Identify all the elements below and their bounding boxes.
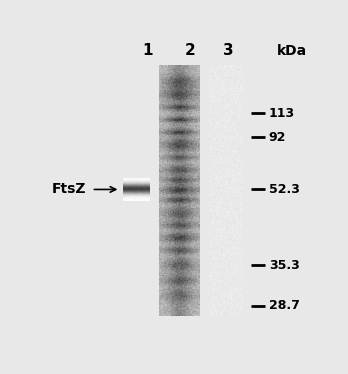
Text: FtsZ: FtsZ [52, 183, 86, 196]
Text: 35.3: 35.3 [269, 259, 299, 272]
Text: kDa: kDa [277, 44, 307, 58]
Text: 3: 3 [223, 43, 234, 58]
Text: 92: 92 [269, 131, 286, 144]
Text: 113: 113 [269, 107, 295, 120]
Text: 52.3: 52.3 [269, 183, 300, 196]
Text: 28.7: 28.7 [269, 299, 300, 312]
Text: 1: 1 [142, 43, 152, 58]
Text: 2: 2 [185, 43, 196, 58]
